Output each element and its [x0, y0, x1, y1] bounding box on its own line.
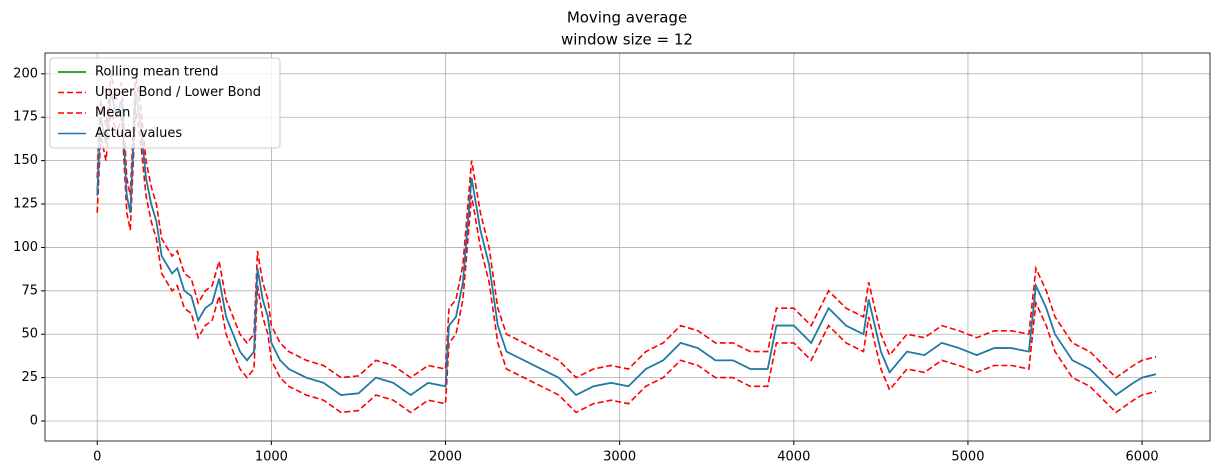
legend-label: Rolling mean trend — [95, 65, 219, 80]
y-tick-label: 50 — [21, 327, 38, 342]
legend-box — [49, 57, 281, 149]
y-tick-label: 175 — [13, 110, 38, 125]
x-tick-label: 1000 — [255, 450, 288, 465]
x-tick-label: 2000 — [429, 450, 462, 465]
series-line — [96, 108, 1157, 414]
axes-frame — [44, 52, 1211, 442]
series-line — [96, 91, 1157, 397]
x-tick-label: 3000 — [603, 450, 636, 465]
y-tick-label: 200 — [13, 66, 38, 81]
y-tick-label: 25 — [21, 370, 38, 385]
legend-label: Actual values — [95, 126, 182, 141]
x-tick-label: 5000 — [951, 450, 984, 465]
legend-label: Mean — [95, 106, 130, 121]
x-tick-label: 4000 — [777, 450, 810, 465]
y-tick-label: 125 — [13, 197, 38, 212]
y-tick-label: 75 — [21, 283, 38, 298]
x-tick-label: 0 — [93, 450, 101, 465]
legend-label: Upper Bond / Lower Bond — [95, 85, 261, 100]
chart-subtitle: window size = 12 — [561, 31, 693, 49]
chart-title: Moving average — [567, 9, 687, 27]
y-tick-label: 150 — [13, 153, 38, 168]
y-tick-label: 0 — [30, 414, 38, 429]
series-line — [96, 73, 1157, 379]
y-tick-label: 100 — [13, 240, 38, 255]
x-tick-label: 6000 — [1126, 450, 1159, 465]
